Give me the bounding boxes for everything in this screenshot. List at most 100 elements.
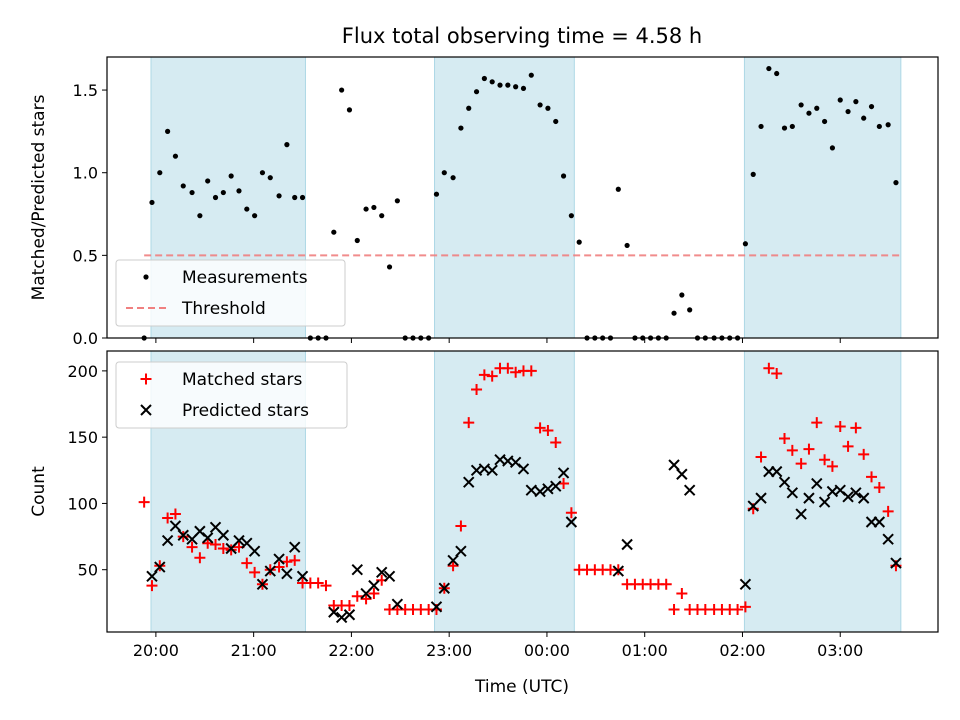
matched-star-point <box>795 458 807 470</box>
matched-star-point <box>550 436 562 448</box>
measurement-point <box>687 307 693 313</box>
matched-star-point <box>502 362 514 374</box>
measurement-point <box>292 194 298 201</box>
measurement-point <box>284 142 290 148</box>
predicted-star-point <box>343 609 356 621</box>
matched-star-point <box>834 421 846 433</box>
predicted-star-point <box>391 598 404 610</box>
matched-star-point <box>882 505 894 517</box>
predicted-star-point <box>256 578 269 590</box>
y-tick-label: 1.0 <box>73 164 98 183</box>
bottom-panel: 50 100 150 200 20:00 21:00 22:00 23:00 00:00 01:0… <box>29 350 939 660</box>
measurement-point <box>766 65 772 72</box>
predicted-star-point <box>328 606 340 618</box>
predicted-star-point <box>850 487 862 499</box>
legend: Measurements Threshold <box>115 259 346 327</box>
matched-star-point <box>471 383 483 395</box>
measurement-point <box>205 178 211 184</box>
matched-star-point <box>510 366 522 378</box>
top-panel: 0.0 0.5 1.0 1.5 Matched/Predicted stars Measu… <box>29 56 939 348</box>
matched-star-point <box>368 588 380 600</box>
predicted-star-point <box>668 459 680 471</box>
shaded-interval <box>434 56 575 339</box>
predicted-star-point <box>376 566 388 579</box>
measurement-point <box>212 194 219 201</box>
matched-star-point <box>779 432 791 444</box>
predicted-star-point <box>676 468 688 480</box>
predicted-star-point <box>201 532 214 544</box>
measurement-point <box>806 110 812 116</box>
measurement-point <box>513 84 519 90</box>
matched-star-point <box>525 365 537 377</box>
measurement-point <box>189 189 195 196</box>
measurement-point <box>893 180 899 186</box>
axes-frame <box>106 56 939 339</box>
matched-star-point <box>281 556 293 568</box>
measurement-point <box>481 75 487 82</box>
legend-label: Matched stars <box>182 370 302 390</box>
x-tick-label: 01:00 <box>622 641 668 660</box>
x-tick-label: 02:00 <box>719 641 765 660</box>
predicted-star-point <box>842 491 854 503</box>
measurement-point <box>259 170 266 176</box>
predicted-star-point <box>857 492 870 504</box>
matched-star-point <box>320 580 332 592</box>
matched-star-point <box>668 603 680 615</box>
measurement-point <box>197 213 203 219</box>
predicted-star-point <box>550 480 562 492</box>
matched-star-point <box>866 471 878 483</box>
predicted-star-point <box>818 496 831 508</box>
measurement-point <box>346 107 353 113</box>
measurement-point <box>814 105 820 111</box>
matched-star-point <box>558 478 570 490</box>
predicted-star-point <box>486 464 498 476</box>
predicted-star-point <box>368 579 380 592</box>
predicted-star-point <box>795 508 807 520</box>
measurement-point <box>774 70 780 77</box>
measurement-point <box>180 183 186 189</box>
predicted-star-point <box>154 561 166 573</box>
measurement-point <box>528 72 534 78</box>
matched-star-point <box>755 451 767 463</box>
matched-star-point <box>486 370 498 382</box>
measurement-point <box>339 87 345 93</box>
measurement-point <box>798 102 804 108</box>
matched-star-point <box>819 454 831 466</box>
matched-star-point <box>542 425 554 437</box>
predicted-star-point <box>169 520 182 532</box>
measurement-point <box>671 310 677 316</box>
predicted-star-point <box>621 538 633 551</box>
measurement-point <box>165 128 171 134</box>
measurement-point <box>433 191 440 197</box>
measurement-point <box>394 198 400 204</box>
matched-star-point <box>202 537 214 549</box>
measurement-point <box>624 242 630 249</box>
predicted-star-point <box>335 611 348 624</box>
matched-star-point <box>763 362 775 374</box>
measurement-point <box>172 153 179 159</box>
matched-star-point <box>186 541 198 553</box>
measurement-point <box>371 204 377 211</box>
measurement-point <box>758 123 764 130</box>
measurement-point <box>845 108 851 115</box>
measurement-point <box>149 199 155 206</box>
predicted-star-point <box>289 541 301 553</box>
measurement-point <box>157 170 163 176</box>
measurement-point <box>742 241 749 247</box>
predicted-star-point <box>177 529 189 541</box>
measurement-point <box>267 175 273 181</box>
legend-marker <box>143 274 149 280</box>
predicted-star-point <box>612 565 625 577</box>
predicted-star-point <box>273 553 285 565</box>
measurement-point <box>244 206 250 212</box>
x-tick-label: 03:00 <box>817 641 863 660</box>
chart-title: Flux total observing time = 4.58 h <box>342 24 702 48</box>
measurement-point <box>837 97 843 103</box>
measurement-point <box>520 85 527 92</box>
measurement-point <box>458 125 464 131</box>
matched-star-point <box>169 508 181 520</box>
matched-star-point <box>447 560 459 572</box>
measurement-point <box>568 213 574 219</box>
measurement-point <box>220 189 226 196</box>
